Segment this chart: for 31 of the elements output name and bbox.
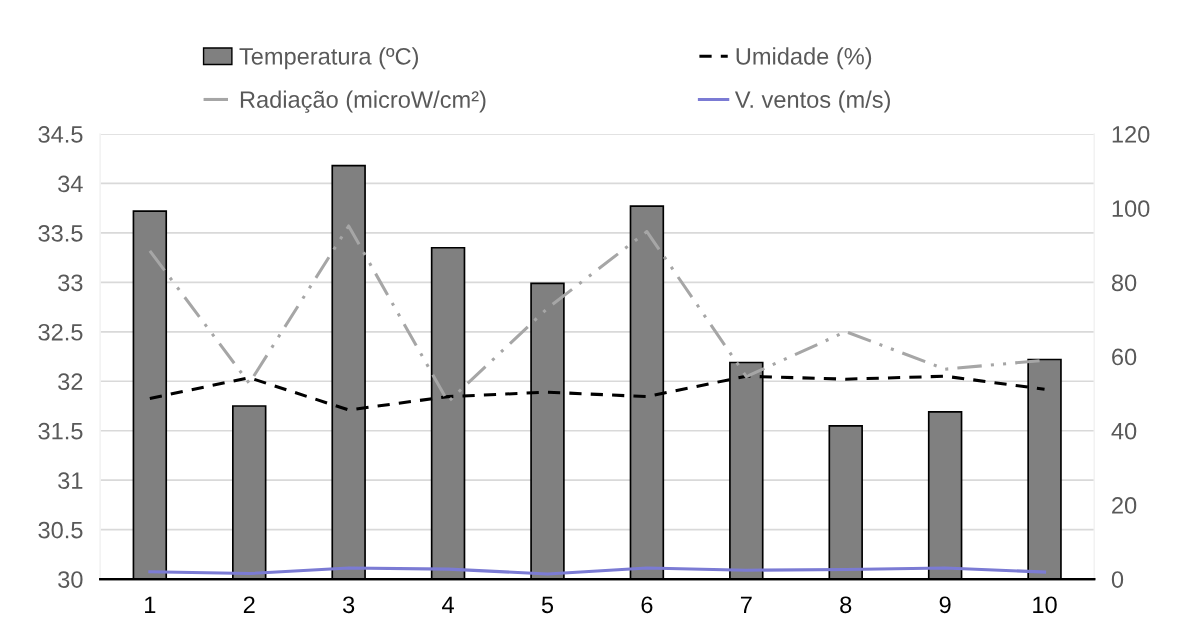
y2-tick-label: 100 [1112, 200, 1150, 217]
y2-tick-label: 80 [1111, 274, 1137, 292]
x-tick-label: 9 [939, 596, 951, 614]
y-tick-label: 32.5 [38, 323, 83, 341]
x-tick-label: 5 [541, 596, 554, 614]
y-tick-label: 33 [58, 274, 83, 292]
y-tick-label: 31.5 [38, 422, 83, 440]
y2-tick-label: 40 [1111, 422, 1137, 440]
y-tick-label: 34 [58, 175, 83, 193]
legend-label: Radiação (microW/cm²) [240, 90, 486, 113]
y-tick-label: 30 [58, 571, 83, 588]
x-tick-label: 2 [243, 596, 255, 613]
x-tick-label: 3 [343, 596, 355, 614]
x-tick-label: 6 [641, 596, 653, 614]
y2-tick-label: 20 [1112, 497, 1137, 514]
y-tick-label: 33.5 [38, 224, 83, 242]
x-tick-label: 4 [442, 596, 454, 613]
y2-tick-label: 120 [1112, 126, 1150, 143]
y2-tick-label: 60 [1112, 348, 1137, 366]
y-tick-label: 34.5 [38, 126, 83, 143]
y2-tick-label: 0 [1111, 571, 1124, 588]
y-tick-label: 30.5 [38, 521, 83, 539]
legend-label: Temperatura (ºC) [239, 47, 419, 70]
x-tick-label: 8 [840, 596, 852, 614]
x-tick-label: 10 [1033, 596, 1057, 614]
y-tick-label: 31 [58, 472, 83, 489]
x-tick-label: 1 [145, 596, 156, 613]
legend-label: Umidade (%) [736, 47, 872, 70]
x-tick-label: 7 [740, 596, 752, 613]
legend-label: V. ventos (m/s) [734, 90, 890, 113]
y-tick-label: 32 [58, 373, 83, 391]
